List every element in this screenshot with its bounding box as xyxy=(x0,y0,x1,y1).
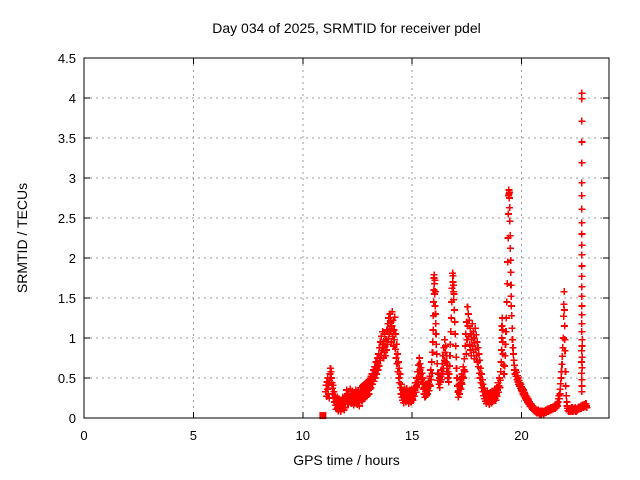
x-tick-label: 10 xyxy=(295,428,310,443)
chart-title: Day 034 of 2025, SRMTID for receiver pde… xyxy=(212,20,481,36)
y-tick-label: 1 xyxy=(68,331,76,346)
y-tick-label: 1.5 xyxy=(57,291,76,306)
y-tick-label: 2 xyxy=(68,251,76,266)
plot-border xyxy=(83,57,610,419)
x-tick-label: 0 xyxy=(80,428,88,443)
y-tick-label: 4 xyxy=(68,91,76,106)
start-point-marker xyxy=(319,412,327,420)
x-tick-label: 5 xyxy=(189,428,197,443)
y-tick-label: 0 xyxy=(68,411,76,426)
y-tick-label: 0.5 xyxy=(57,371,76,386)
x-tick-label: 15 xyxy=(404,428,420,443)
data-points-srmtid xyxy=(322,89,591,418)
y-tick-label: 3 xyxy=(68,171,76,186)
x-axis-title: GPS time / hours xyxy=(293,452,400,468)
y-tick-label: 3.5 xyxy=(57,131,76,146)
y-tick-label: 2.5 xyxy=(57,211,76,226)
y-tick-label: 4.5 xyxy=(57,51,76,66)
x-tick-label: 20 xyxy=(514,428,529,443)
